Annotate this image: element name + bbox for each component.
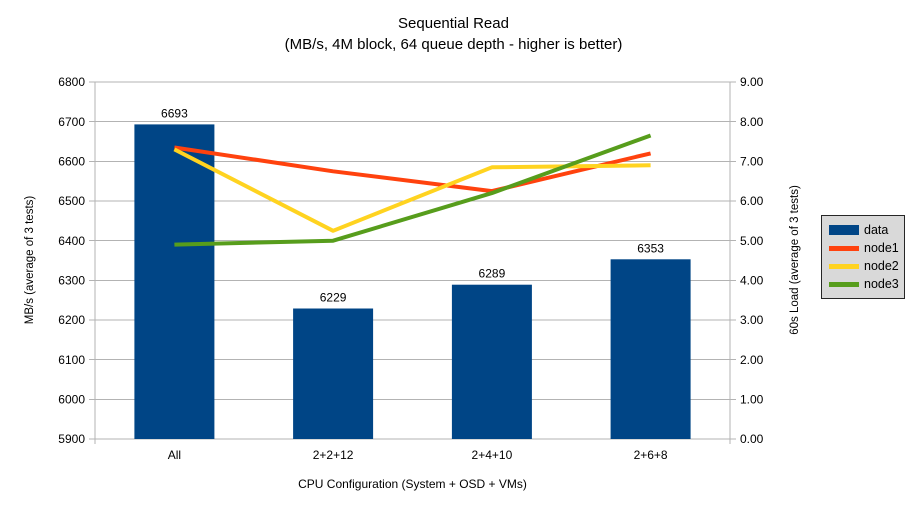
x-axis-category-label: 2+4+10 [472,448,513,462]
chart-title: Sequential Read [398,15,509,32]
legend-item-node1: node1 [829,240,904,256]
right-axis-tick-label: 9.00 [740,75,764,89]
left-axis-tick-label: 5900 [58,432,85,446]
left-axis-tick-label: 6000 [58,393,85,407]
left-axis-tick-label: 6200 [58,313,85,327]
bar [610,259,691,439]
legend: data node1 node2 node3 [821,215,905,299]
x-axis-category-label: 2+2+12 [313,448,354,462]
legend-label: node3 [864,277,899,291]
legend-line-swatch-icon [829,245,859,251]
bar-value-label: 6693 [161,106,188,120]
left-axis-tick-label: 6400 [58,234,85,248]
bar-value-label: 6289 [479,267,506,281]
legend-item-node2: node2 [829,258,904,274]
right-axis-tick-label: 7.00 [740,155,764,169]
chart-subtitle: (MB/s, 4M block, 64 queue depth - higher… [284,36,623,53]
bar-value-label: 6229 [320,291,347,305]
left-axis-tick-label: 6600 [58,155,85,169]
x-axis-category-label: 2+6+8 [634,448,668,462]
legend-label: node2 [864,259,899,273]
left-axis-tick-label: 6800 [58,75,85,89]
left-axis-tick-label: 6700 [58,115,85,129]
legend-bar-swatch-icon [829,225,859,235]
bar [451,284,532,439]
legend-item-data: data [829,222,904,238]
bar [293,308,374,439]
right-axis-tick-label: 5.00 [740,234,764,248]
right-axis-tick-label: 3.00 [740,313,764,327]
left-axis-tick-label: 6500 [58,194,85,208]
right-axis-tick-label: 8.00 [740,115,764,129]
right-axis-tick-label: 0.00 [740,432,764,446]
right-axis-tick-label: 6.00 [740,194,764,208]
legend-label: data [864,223,889,237]
bar-value-label: 6353 [637,241,664,255]
left-axis-tick-label: 6300 [58,274,85,288]
legend-line-swatch-icon [829,281,859,287]
legend-line-swatch-icon [829,263,859,269]
right-axis-tick-label: 2.00 [740,353,764,367]
x-axis-category-label: All [168,448,181,462]
x-axis-title: CPU Configuration (System + OSD + VMs) [298,477,527,491]
legend-item-node3: node3 [829,276,904,292]
right-axis-tick-label: 4.00 [740,274,764,288]
right-axis-tick-label: 1.00 [740,393,764,407]
bar [134,124,215,440]
left-axis-tick-label: 6100 [58,353,85,367]
line-series-node1 [174,145,652,194]
legend-label: node1 [864,241,899,255]
line-series-node3 [174,133,652,247]
